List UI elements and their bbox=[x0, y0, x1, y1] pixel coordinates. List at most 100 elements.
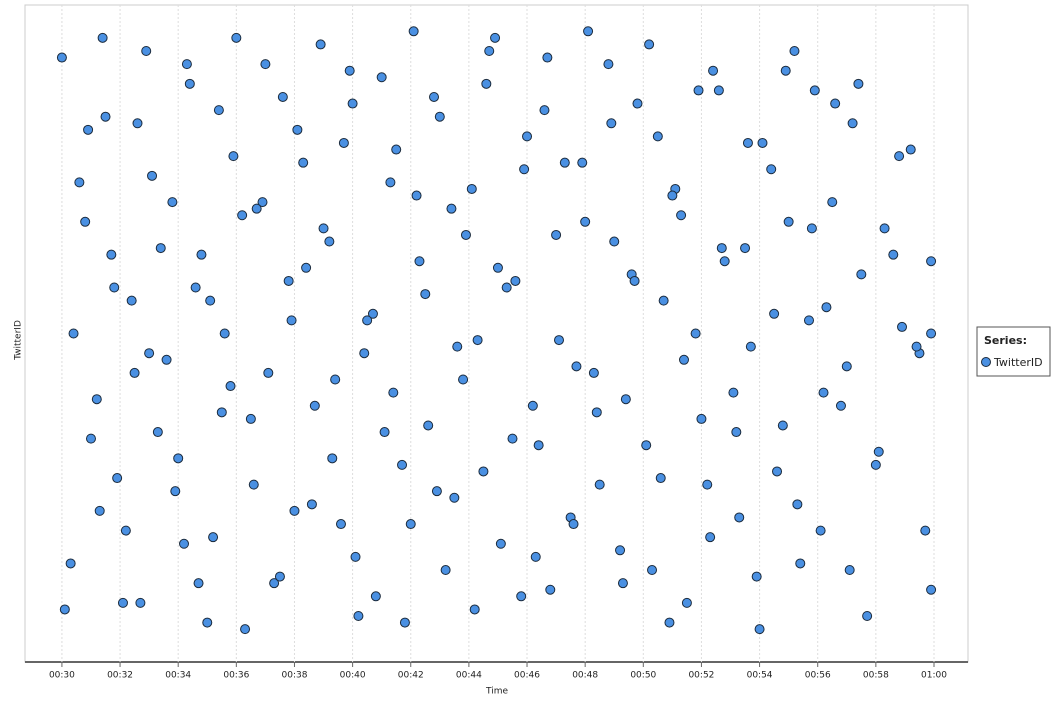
point bbox=[806, 223, 817, 234]
point bbox=[458, 374, 469, 385]
point bbox=[490, 32, 501, 43]
point bbox=[452, 341, 463, 352]
point bbox=[117, 597, 128, 608]
point bbox=[716, 243, 727, 254]
point bbox=[263, 367, 274, 378]
point bbox=[481, 78, 492, 89]
point bbox=[283, 275, 294, 286]
point bbox=[173, 453, 184, 464]
point bbox=[728, 387, 739, 398]
point bbox=[522, 131, 533, 142]
point bbox=[120, 525, 131, 536]
point bbox=[56, 52, 67, 63]
point bbox=[571, 361, 582, 372]
point bbox=[170, 486, 181, 497]
point bbox=[792, 499, 803, 510]
point bbox=[905, 144, 916, 155]
point bbox=[202, 617, 213, 628]
point bbox=[449, 492, 460, 503]
point bbox=[588, 367, 599, 378]
point bbox=[350, 551, 361, 562]
point bbox=[338, 137, 349, 148]
point bbox=[862, 611, 873, 622]
point bbox=[681, 597, 692, 608]
point bbox=[208, 532, 219, 543]
x-axis-label: Time bbox=[485, 687, 508, 697]
point bbox=[926, 584, 937, 595]
point bbox=[370, 591, 381, 602]
point bbox=[533, 440, 544, 451]
point bbox=[460, 229, 471, 240]
point bbox=[745, 341, 756, 352]
point bbox=[841, 361, 852, 372]
point bbox=[926, 256, 937, 267]
point bbox=[667, 190, 678, 201]
point bbox=[408, 26, 419, 37]
x-tick-label: 00:46 bbox=[514, 671, 540, 681]
point bbox=[844, 565, 855, 576]
point bbox=[856, 269, 867, 280]
x-tick-label: 00:56 bbox=[805, 671, 831, 681]
point bbox=[367, 308, 378, 319]
point bbox=[94, 505, 105, 516]
point bbox=[440, 565, 451, 576]
point bbox=[106, 249, 117, 260]
point bbox=[809, 85, 820, 96]
point bbox=[399, 617, 410, 628]
point bbox=[580, 216, 591, 227]
point bbox=[484, 45, 495, 56]
point bbox=[751, 571, 762, 582]
point bbox=[577, 157, 588, 168]
x-tick-label: 00:58 bbox=[863, 671, 889, 681]
x-tick-label: 00:30 bbox=[49, 671, 75, 681]
point bbox=[152, 427, 163, 438]
point bbox=[821, 302, 832, 313]
legend-label: TwitterID bbox=[993, 356, 1043, 369]
point bbox=[803, 315, 814, 326]
point bbox=[420, 289, 431, 300]
point bbox=[676, 210, 687, 221]
point bbox=[83, 124, 94, 135]
point bbox=[213, 105, 224, 116]
point bbox=[301, 262, 312, 273]
point bbox=[708, 65, 719, 76]
point bbox=[362, 315, 373, 326]
point bbox=[85, 433, 96, 444]
point bbox=[225, 381, 236, 392]
point bbox=[734, 512, 745, 523]
point bbox=[251, 203, 262, 214]
point bbox=[388, 387, 399, 398]
point bbox=[68, 328, 79, 339]
x-tick-label: 00:44 bbox=[456, 671, 482, 681]
point bbox=[539, 105, 550, 116]
point bbox=[702, 479, 713, 490]
point bbox=[530, 551, 541, 562]
point bbox=[228, 151, 239, 162]
point bbox=[777, 420, 788, 431]
point bbox=[216, 407, 227, 418]
point bbox=[888, 249, 899, 260]
point bbox=[789, 45, 800, 56]
point bbox=[690, 328, 701, 339]
point bbox=[835, 400, 846, 411]
point bbox=[277, 91, 288, 102]
point bbox=[495, 538, 506, 549]
point bbox=[100, 111, 111, 122]
x-tick-label: 00:54 bbox=[747, 671, 773, 681]
point bbox=[231, 32, 242, 43]
point bbox=[510, 275, 521, 286]
x-tick-label: 00:34 bbox=[165, 671, 191, 681]
point bbox=[193, 578, 204, 589]
legend-title: Series: bbox=[984, 334, 1027, 347]
point bbox=[190, 282, 201, 293]
point bbox=[647, 565, 658, 576]
point bbox=[658, 295, 669, 306]
point bbox=[289, 505, 300, 516]
point bbox=[617, 578, 628, 589]
point bbox=[501, 282, 512, 293]
point bbox=[59, 604, 70, 615]
point bbox=[678, 354, 689, 365]
point bbox=[664, 617, 675, 628]
